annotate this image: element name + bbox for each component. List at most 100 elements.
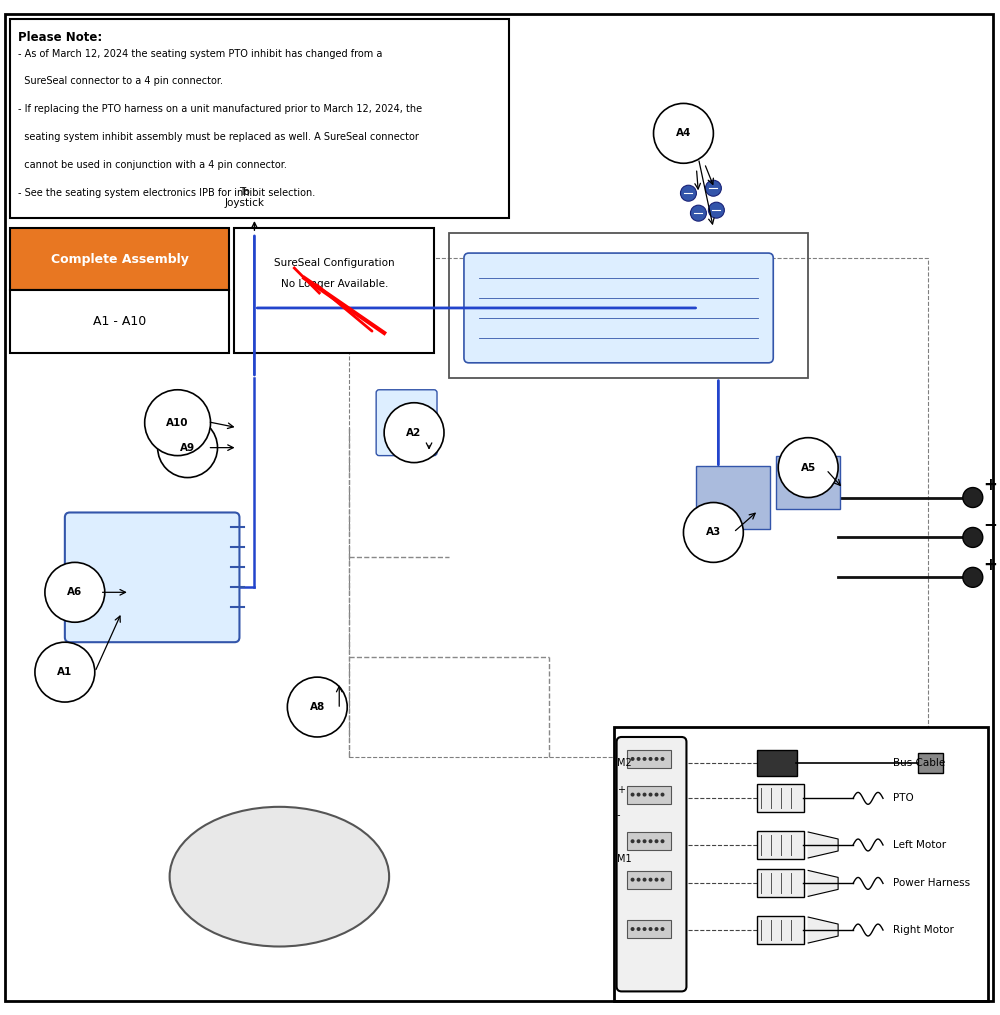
- Polygon shape: [808, 871, 838, 896]
- Circle shape: [963, 487, 983, 508]
- Circle shape: [683, 502, 743, 562]
- Text: - See the seating system electronics IPB for inhibit selection.: - See the seating system electronics IPB…: [18, 188, 315, 198]
- FancyBboxPatch shape: [918, 753, 943, 772]
- Circle shape: [643, 839, 647, 843]
- Text: A10: A10: [166, 418, 189, 427]
- FancyBboxPatch shape: [627, 750, 671, 768]
- Circle shape: [637, 839, 641, 843]
- Text: No Longer Available.: No Longer Available.: [281, 279, 388, 289]
- FancyBboxPatch shape: [696, 466, 770, 530]
- Text: A1: A1: [57, 667, 72, 677]
- FancyBboxPatch shape: [757, 917, 804, 944]
- Circle shape: [637, 793, 641, 797]
- FancyBboxPatch shape: [617, 737, 686, 992]
- Text: - As of March 12, 2024 the seating system PTO inhibit has changed from a: - As of March 12, 2024 the seating syste…: [18, 49, 382, 59]
- Circle shape: [643, 757, 647, 761]
- Text: SureSeal Configuration: SureSeal Configuration: [274, 258, 395, 268]
- FancyBboxPatch shape: [757, 870, 804, 897]
- Circle shape: [158, 418, 218, 478]
- Text: A8: A8: [310, 702, 325, 713]
- Circle shape: [655, 878, 659, 882]
- Text: PTO: PTO: [893, 794, 914, 803]
- Circle shape: [649, 878, 653, 882]
- Circle shape: [661, 839, 665, 843]
- Circle shape: [661, 927, 665, 931]
- Circle shape: [661, 793, 665, 797]
- Text: A5: A5: [801, 463, 816, 473]
- Text: Please Note:: Please Note:: [18, 30, 102, 44]
- Text: Left Motor: Left Motor: [893, 840, 946, 850]
- Circle shape: [643, 878, 647, 882]
- Text: Complete Assembly: Complete Assembly: [51, 253, 189, 266]
- Text: Power Harness: Power Harness: [893, 878, 970, 888]
- Text: seating system inhibit assembly must be replaced as well. A SureSeal connector: seating system inhibit assembly must be …: [18, 132, 419, 142]
- Circle shape: [637, 757, 641, 761]
- FancyBboxPatch shape: [65, 513, 239, 642]
- Circle shape: [145, 390, 211, 456]
- Circle shape: [35, 642, 95, 702]
- FancyBboxPatch shape: [627, 871, 671, 889]
- Circle shape: [637, 927, 641, 931]
- FancyBboxPatch shape: [757, 750, 797, 775]
- FancyBboxPatch shape: [234, 228, 434, 353]
- Circle shape: [631, 839, 635, 843]
- Circle shape: [661, 757, 665, 761]
- FancyBboxPatch shape: [10, 18, 509, 218]
- Circle shape: [655, 757, 659, 761]
- Text: −: −: [983, 516, 997, 534]
- Circle shape: [705, 181, 721, 196]
- Circle shape: [643, 927, 647, 931]
- Ellipse shape: [170, 807, 389, 947]
- Circle shape: [631, 757, 635, 761]
- FancyBboxPatch shape: [464, 253, 773, 362]
- Text: A2: A2: [406, 427, 422, 437]
- Circle shape: [287, 677, 347, 737]
- Circle shape: [649, 757, 653, 761]
- FancyBboxPatch shape: [627, 920, 671, 938]
- Text: -: -: [617, 810, 620, 820]
- Text: A3: A3: [706, 528, 721, 538]
- Circle shape: [655, 839, 659, 843]
- FancyBboxPatch shape: [757, 831, 804, 859]
- FancyBboxPatch shape: [627, 786, 671, 804]
- Circle shape: [631, 878, 635, 882]
- Text: SureSeal connector to a 4 pin connector.: SureSeal connector to a 4 pin connector.: [18, 76, 223, 86]
- Circle shape: [643, 793, 647, 797]
- Text: To
Joystick: To Joystick: [224, 187, 264, 208]
- Circle shape: [654, 104, 713, 163]
- Text: M1: M1: [617, 854, 631, 864]
- FancyBboxPatch shape: [10, 290, 229, 353]
- Circle shape: [655, 927, 659, 931]
- Text: cannot be used in conjunction with a 4 pin connector.: cannot be used in conjunction with a 4 p…: [18, 160, 287, 171]
- FancyBboxPatch shape: [614, 727, 988, 1002]
- Circle shape: [649, 793, 653, 797]
- Polygon shape: [808, 918, 838, 943]
- Circle shape: [45, 562, 105, 622]
- Text: A1 - A10: A1 - A10: [93, 316, 146, 328]
- FancyBboxPatch shape: [757, 785, 804, 812]
- FancyBboxPatch shape: [627, 832, 671, 851]
- Circle shape: [384, 403, 444, 463]
- Text: - If replacing the PTO harness on a unit manufactured prior to March 12, 2024, t: - If replacing the PTO harness on a unit…: [18, 105, 422, 115]
- Circle shape: [708, 202, 724, 218]
- Text: Right Motor: Right Motor: [893, 925, 954, 935]
- FancyBboxPatch shape: [10, 228, 229, 290]
- Circle shape: [963, 528, 983, 547]
- Circle shape: [649, 927, 653, 931]
- Circle shape: [631, 927, 635, 931]
- Text: A9: A9: [180, 443, 195, 453]
- Text: M2: M2: [617, 757, 631, 767]
- Circle shape: [637, 878, 641, 882]
- Circle shape: [680, 185, 696, 201]
- FancyBboxPatch shape: [776, 456, 840, 510]
- Text: Bus Cable: Bus Cable: [893, 757, 945, 767]
- Circle shape: [649, 839, 653, 843]
- Circle shape: [655, 793, 659, 797]
- Text: +: +: [617, 786, 625, 795]
- Text: A6: A6: [67, 588, 82, 597]
- Circle shape: [778, 437, 838, 497]
- Text: +: +: [983, 556, 997, 574]
- Circle shape: [690, 205, 706, 221]
- Circle shape: [631, 793, 635, 797]
- Circle shape: [963, 567, 983, 588]
